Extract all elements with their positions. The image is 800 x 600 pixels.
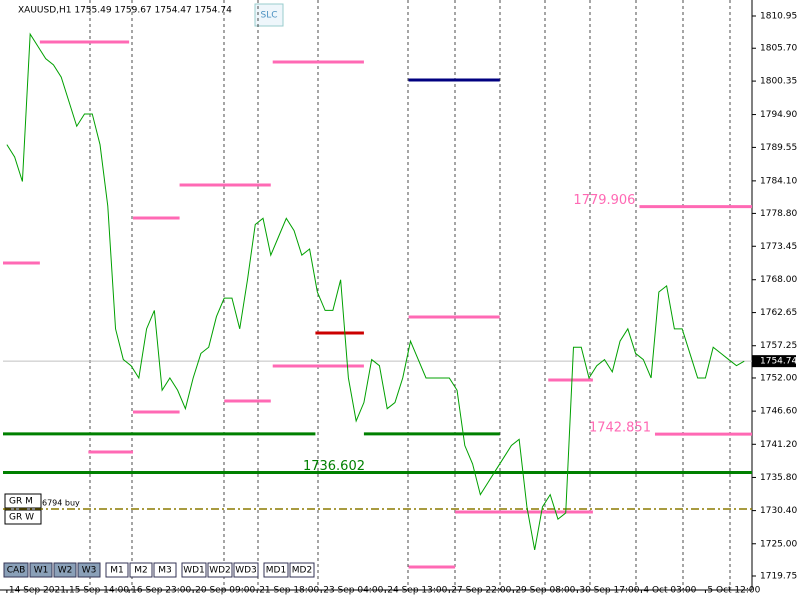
side-box[interactable]: [4, 493, 42, 509]
current-price-box: [752, 355, 796, 368]
button-label: W1: [34, 566, 49, 576]
button-label: WD3: [235, 566, 257, 576]
button-label: W2: [58, 566, 73, 576]
side-label: GR W: [9, 513, 34, 523]
level-label: 1736.602: [303, 459, 365, 474]
button[interactable]: [29, 562, 53, 578]
side-label: GR M: [9, 497, 33, 507]
y-tick-label: 1800.35: [760, 77, 797, 87]
button[interactable]: [263, 562, 289, 578]
y-tick-label: 1730.40: [760, 506, 797, 516]
x-tick-label: 29 Sep 08:00: [515, 586, 575, 596]
button-label: WD1: [183, 566, 205, 576]
y-tick-label: 1805.70: [760, 44, 797, 54]
x-tick-label: 14 Sep 2021: [9, 586, 66, 596]
button[interactable]: [129, 562, 153, 578]
price-line: [6, 32, 745, 550]
x-tick-label: 24 Sep 13:00: [387, 586, 447, 596]
side-box[interactable]: [4, 509, 42, 525]
button-label: MD1: [266, 566, 286, 576]
y-tick-label: 1762.65: [760, 308, 797, 318]
level-label: 1742.851: [589, 421, 651, 436]
y-tick-label: 1773.45: [760, 242, 797, 252]
y-tick-label: 1752.00: [760, 373, 797, 383]
x-tick-label: 27 Sep 22:00: [451, 586, 511, 596]
button[interactable]: [181, 562, 207, 578]
x-tick-label: 20 Sep 09:00: [195, 586, 255, 596]
button-label: M1: [110, 566, 124, 576]
x-tick-label: 21 Sep 18:00: [259, 586, 319, 596]
x-tick-label: 5 Oct 12:00: [707, 586, 760, 596]
button[interactable]: [289, 562, 315, 578]
x-tick-label: 23 Sep 04:00: [323, 586, 383, 596]
button[interactable]: [77, 562, 101, 578]
symbol-info: XAUUSD,H1 1755.49 1759.67 1754.47 1754.7…: [18, 6, 232, 16]
y-tick-label: 1757.25: [760, 341, 797, 351]
y-tick-label: 1778.80: [760, 209, 797, 219]
y-tick-label: 1741.20: [760, 440, 797, 450]
current-price-label: 1754.74: [760, 357, 797, 367]
x-tick-label: 15 Sep 14:00: [69, 586, 129, 596]
button[interactable]: [233, 562, 259, 578]
slc-label: SLC: [260, 11, 277, 21]
y-tick-label: 1794.90: [760, 110, 797, 120]
y-tick-label: 1725.00: [760, 539, 797, 549]
slc-button[interactable]: [254, 3, 284, 27]
y-tick-label: 1746.60: [760, 407, 797, 417]
button-label: W3: [82, 566, 97, 576]
y-tick-label: 1789.55: [760, 143, 797, 153]
order-label: 6794 buy: [42, 499, 80, 508]
x-tick-label: 30 Sep 17:00: [579, 586, 639, 596]
y-tick-label: 1784.10: [760, 176, 797, 186]
y-tick-label: 1735.80: [760, 473, 797, 483]
y-tick-label: 1768.00: [760, 275, 797, 285]
button[interactable]: [3, 562, 29, 578]
button-label: MD2: [292, 566, 312, 576]
button[interactable]: [153, 562, 177, 578]
button-label: M2: [134, 566, 148, 576]
x-tick-label: 4 Oct 03:00: [643, 586, 696, 596]
button-label: WD2: [209, 566, 231, 576]
level-label: 1779.906: [573, 193, 635, 208]
button[interactable]: [207, 562, 233, 578]
y-tick-label: 1810.95: [760, 12, 797, 22]
button[interactable]: [105, 562, 129, 578]
x-tick-label: 16 Sep 23:00: [131, 586, 191, 596]
y-tick-label: 1719.75: [760, 572, 797, 582]
button-label: CAB: [7, 566, 26, 576]
button[interactable]: [53, 562, 77, 578]
button-label: M3: [158, 566, 172, 576]
